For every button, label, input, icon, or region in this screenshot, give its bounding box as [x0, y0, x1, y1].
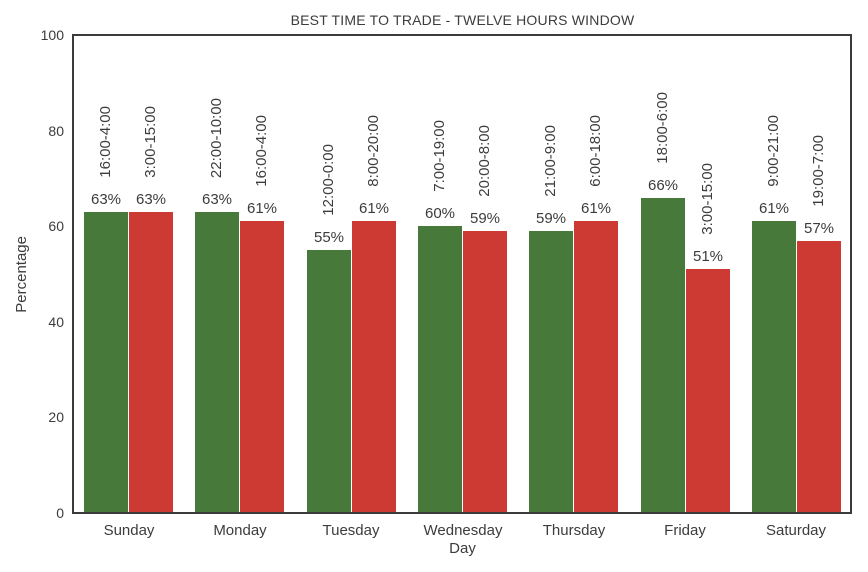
bar-value-label: 57%: [803, 220, 835, 237]
y-axis-label-wrap: Percentage: [11, 35, 33, 513]
bar-time-window-label: 3:00-15:00: [142, 106, 159, 178]
y-axis-label: Percentage: [12, 235, 30, 313]
bar-time-window-label: 20:00-8:00: [476, 125, 493, 197]
bar-value-label: 61%: [758, 200, 790, 217]
bar-best-window-green: [418, 226, 462, 513]
bar-time-window-label: 3:00-15:00: [699, 163, 716, 235]
bar-time-window-label: 16:00-4:00: [253, 115, 270, 187]
bar-best-window-green: [84, 212, 128, 513]
bar-value-label: 60%: [424, 205, 456, 222]
bar-value-label: 59%: [535, 210, 567, 227]
bar-best-window-green: [529, 231, 573, 513]
x-tick-label: Wednesday: [423, 522, 503, 539]
bar-value-label: 55%: [313, 229, 345, 246]
bar-value-label: 59%: [469, 210, 501, 227]
bar-best-window-green: [752, 221, 796, 513]
y-tick-label: 0: [56, 505, 64, 521]
x-axis-label: Day: [449, 540, 476, 557]
bar-second-window-red: [574, 221, 618, 513]
y-tick-label: 60: [48, 218, 64, 234]
x-tick-label: Monday: [213, 522, 267, 539]
bar-second-window-red: [129, 212, 173, 513]
bar-second-window-red: [463, 231, 507, 513]
bar-value-label: 51%: [692, 248, 724, 265]
bar-second-window-red: [352, 221, 396, 513]
bar-second-window-red: [797, 241, 841, 513]
chart-title: BEST TIME TO TRADE - TWELVE HOURS WINDOW: [290, 12, 635, 28]
x-tick-label: Friday: [664, 522, 706, 539]
bar-time-window-label: 12:00-0:00: [320, 144, 337, 216]
bar-second-window-red: [686, 269, 730, 513]
bar-value-label: 61%: [580, 200, 612, 217]
x-tick-label: Tuesday: [322, 522, 380, 539]
bar-value-label: 63%: [201, 191, 233, 208]
x-tick-label: Sunday: [103, 522, 155, 539]
x-tick-label: Thursday: [542, 522, 606, 539]
bar-time-window-label: 18:00-6:00: [654, 92, 671, 164]
bar-value-label: 66%: [647, 177, 679, 194]
bar-time-window-label: 6:00-18:00: [587, 115, 604, 187]
bar-value-label: 61%: [246, 200, 278, 217]
bar-second-window-red: [240, 221, 284, 513]
bar-time-window-label: 22:00-10:00: [208, 97, 225, 178]
bar-time-window-label: 19:00-7:00: [810, 135, 827, 207]
bar-time-window-label: 9:00-21:00: [765, 115, 782, 187]
bar-time-window-label: 21:00-9:00: [542, 125, 559, 197]
y-tick-label: 40: [48, 314, 64, 330]
bar-value-label: 61%: [358, 200, 390, 217]
bar-best-window-green: [307, 250, 351, 513]
bar-time-window-label: 8:00-20:00: [365, 115, 382, 187]
bar-best-window-green: [641, 198, 685, 513]
bar-value-label: 63%: [90, 191, 122, 208]
bar-time-window-label: 7:00-19:00: [431, 120, 448, 192]
plot-area: 63% 16:00-4:00 63% 3:00-15:00 63% 22:00-10:00…: [73, 35, 852, 513]
y-tick-label: 20: [48, 409, 64, 425]
bar-best-window-green: [195, 212, 239, 513]
y-tick-label: 80: [48, 123, 64, 139]
x-tick-label: Saturday: [765, 522, 827, 539]
bar-time-window-label: 16:00-4:00: [97, 106, 114, 178]
y-tick-label: 100: [40, 27, 64, 43]
bar-value-label: 63%: [135, 191, 167, 208]
